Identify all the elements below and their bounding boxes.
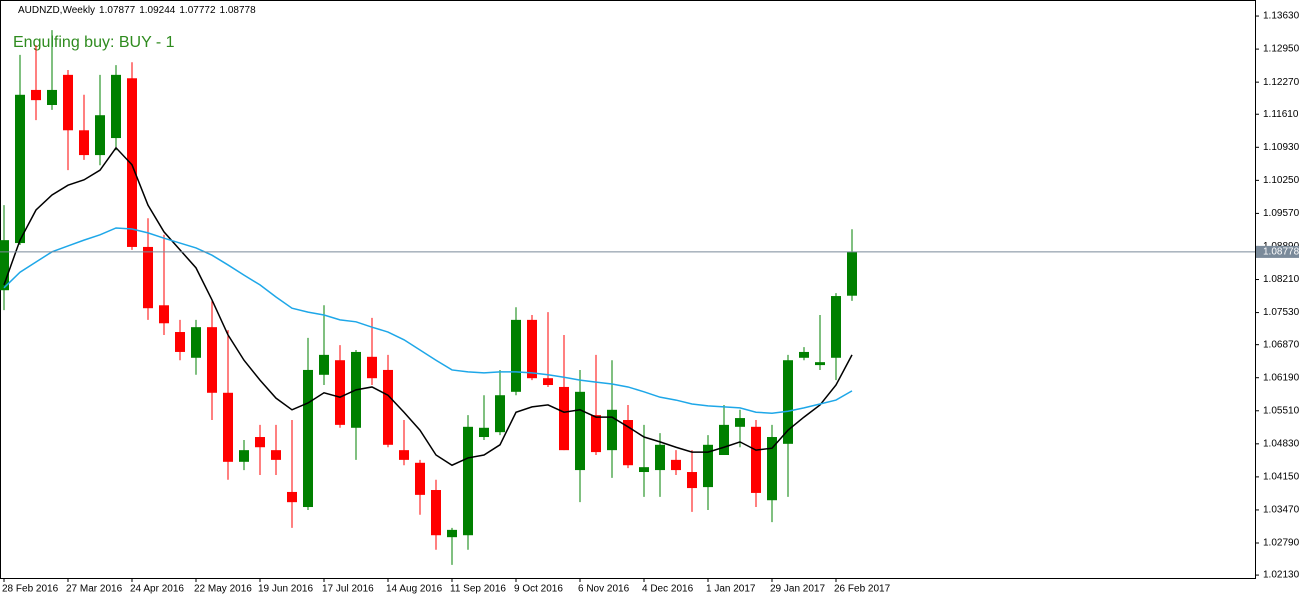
- candle-body: [847, 251, 857, 296]
- candle-body: [0, 240, 9, 291]
- candle-body: [319, 354, 329, 375]
- y-tick-label: 1.03470: [1263, 505, 1300, 516]
- candle-body: [527, 319, 537, 379]
- y-tick-label: 1.06190: [1263, 372, 1300, 383]
- candle-body: [623, 420, 633, 466]
- candle-body: [95, 115, 105, 156]
- x-tick-label: 11 Sep 2016: [450, 584, 506, 595]
- y-tick-label: 1.13630: [1263, 11, 1300, 22]
- x-tick-label: 6 Nov 2016: [578, 584, 630, 595]
- candle-body: [207, 327, 217, 393]
- candle-body: [383, 369, 393, 445]
- x-tick-label: 19 Jun 2016: [258, 584, 313, 595]
- candle-body: [159, 305, 169, 324]
- symbol: AUDNZD,Weekly: [18, 5, 95, 16]
- candle-body: [639, 467, 649, 473]
- candle-body: [543, 378, 553, 386]
- plot-frame: [0, 0, 1256, 579]
- candle-body: [767, 437, 777, 501]
- candle-body: [671, 459, 681, 471]
- y-tick-label: 1.09570: [1263, 208, 1300, 219]
- moving-average: [3, 227, 853, 414]
- candle-body: [831, 296, 841, 358]
- header: AUDNZD,Weekly 1.07877 1.09244 1.07772 1.0877…: [18, 5, 256, 16]
- x-tick-label: 4 Dec 2016: [642, 584, 694, 595]
- candle-body: [575, 391, 585, 471]
- header-low: 1.07772: [179, 5, 216, 16]
- candle-body: [447, 529, 457, 538]
- candle-body: [239, 450, 249, 462]
- y-tick-label: 1.11610: [1263, 109, 1299, 120]
- candle-body: [335, 360, 345, 425]
- candle-body: [687, 472, 697, 489]
- y-tick-label: 1.02790: [1263, 538, 1300, 549]
- y-tick-label: 1.04150: [1263, 472, 1300, 483]
- candle-body: [751, 426, 761, 493]
- candle-body: [495, 395, 505, 433]
- x-tick-label: 1 Jan 2017: [706, 584, 756, 595]
- candle-body: [127, 78, 137, 247]
- y-tick-label: 1.06870: [1263, 339, 1300, 350]
- candle-body: [783, 360, 793, 444]
- x-tick-label: 22 May 2016: [194, 584, 252, 595]
- candle-body: [559, 386, 569, 451]
- y-tick-label: 1.10250: [1263, 175, 1300, 186]
- candle-body: [479, 427, 489, 438]
- candle-body: [815, 362, 825, 366]
- moving-average: [3, 146, 853, 467]
- y-tick-label: 1.05510: [1263, 405, 1300, 416]
- candle-body: [47, 89, 57, 106]
- candle-body: [399, 450, 409, 460]
- candle-body: [431, 490, 441, 536]
- y-tick-label: 1.08210: [1263, 274, 1300, 285]
- y-tick-label: 1.07530: [1263, 307, 1300, 318]
- candle-body: [223, 392, 233, 462]
- candle-body: [15, 94, 25, 244]
- x-tick-label: 26 Feb 2017: [834, 584, 891, 595]
- candle-body: [367, 356, 377, 379]
- candle-body: [607, 409, 617, 451]
- candle-body: [735, 418, 745, 427]
- x-tick-label: 9 Oct 2016: [514, 584, 563, 595]
- candle-body: [143, 246, 153, 309]
- y-tick-label: 1.04830: [1263, 438, 1300, 449]
- x-tick-label: 24 Apr 2016: [130, 584, 184, 595]
- candle-body: [271, 450, 281, 460]
- y-tick-label: 1.02130: [1263, 570, 1300, 581]
- x-tick-label: 14 Aug 2016: [386, 584, 443, 595]
- candle-body: [719, 424, 729, 456]
- x-tick-label: 28 Feb 2016: [2, 584, 59, 595]
- candle-body: [287, 491, 297, 503]
- y-tick-label: 1.10930: [1263, 142, 1300, 153]
- candle-body: [175, 332, 185, 352]
- x-tick-label: 17 Jul 2016: [322, 584, 374, 595]
- header-close: 1.08778: [220, 5, 257, 16]
- candle-body: [111, 74, 121, 139]
- candle-body: [31, 89, 41, 101]
- candle-body: [415, 462, 425, 495]
- x-tick-label: 27 Mar 2016: [66, 584, 123, 595]
- candle-body: [63, 74, 73, 131]
- candle-body: [79, 130, 89, 156]
- y-tick-label: 1.12950: [1263, 44, 1300, 55]
- annotation: Engulfing buy: BUY - 1: [13, 34, 175, 51]
- candle-body: [463, 426, 473, 536]
- candle-body: [511, 319, 521, 392]
- header-open: 1.07877: [99, 5, 136, 16]
- header-high: 1.09244: [139, 5, 176, 16]
- candle-body: [191, 327, 201, 358]
- x-tick-label: 29 Jan 2017: [770, 584, 825, 595]
- candle-body: [655, 444, 665, 471]
- price-label: 1.08778: [1263, 247, 1300, 258]
- candle-body: [703, 444, 713, 488]
- candle-body: [799, 351, 809, 358]
- price-label-box: [1256, 245, 1299, 258]
- candle-body: [255, 437, 265, 448]
- candle-body: [303, 369, 313, 508]
- y-tick-label: 1.12270: [1263, 77, 1300, 88]
- candle-body: [591, 415, 601, 453]
